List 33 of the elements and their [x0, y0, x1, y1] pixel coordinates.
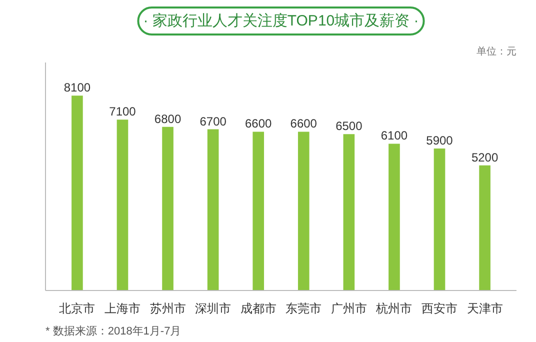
- x-tick-label: 天津市: [466, 302, 503, 316]
- x-tick-label: 杭州市: [375, 302, 412, 316]
- data-label: 6600: [245, 116, 272, 131]
- x-tick-label: 广州市: [330, 302, 367, 316]
- bar: [162, 126, 174, 290]
- text: 单位：元: [476, 46, 516, 58]
- x-tick-label: 西安市: [422, 302, 458, 316]
- data-label: 7100: [109, 104, 136, 119]
- x-tick-label: 东莞市: [286, 302, 322, 316]
- x-tick-label: 北京市: [59, 302, 96, 316]
- bar: [388, 144, 400, 290]
- bar: [298, 132, 310, 290]
- data-label: 5200: [471, 150, 498, 164]
- data-label: 8100: [64, 80, 91, 95]
- data-label: 6800: [154, 112, 182, 126]
- data-label: 6600: [290, 116, 318, 131]
- x-tick-label: 上海市: [104, 302, 140, 316]
- bar: [207, 129, 219, 290]
- data-label: 6100: [380, 128, 408, 143]
- data-label: 6500: [336, 119, 363, 134]
- bar: [434, 148, 446, 290]
- data-label: 5900: [426, 134, 454, 148]
- x-tick-label: 苏州市: [150, 302, 186, 316]
- bar: [343, 134, 355, 290]
- chart-title: · 家政行业人才关注度TOP10城市及薪资 ·: [143, 12, 419, 30]
- text: * 数据来源：2018年1月-7月: [46, 324, 182, 338]
- x-tick-label: 深圳市: [195, 302, 232, 316]
- bar: [252, 132, 264, 290]
- data-label: 6700: [200, 114, 227, 128]
- bar: [116, 120, 128, 290]
- bar: [479, 165, 490, 290]
- x-tick-label: 成都市: [240, 302, 276, 316]
- bar: [72, 96, 83, 290]
